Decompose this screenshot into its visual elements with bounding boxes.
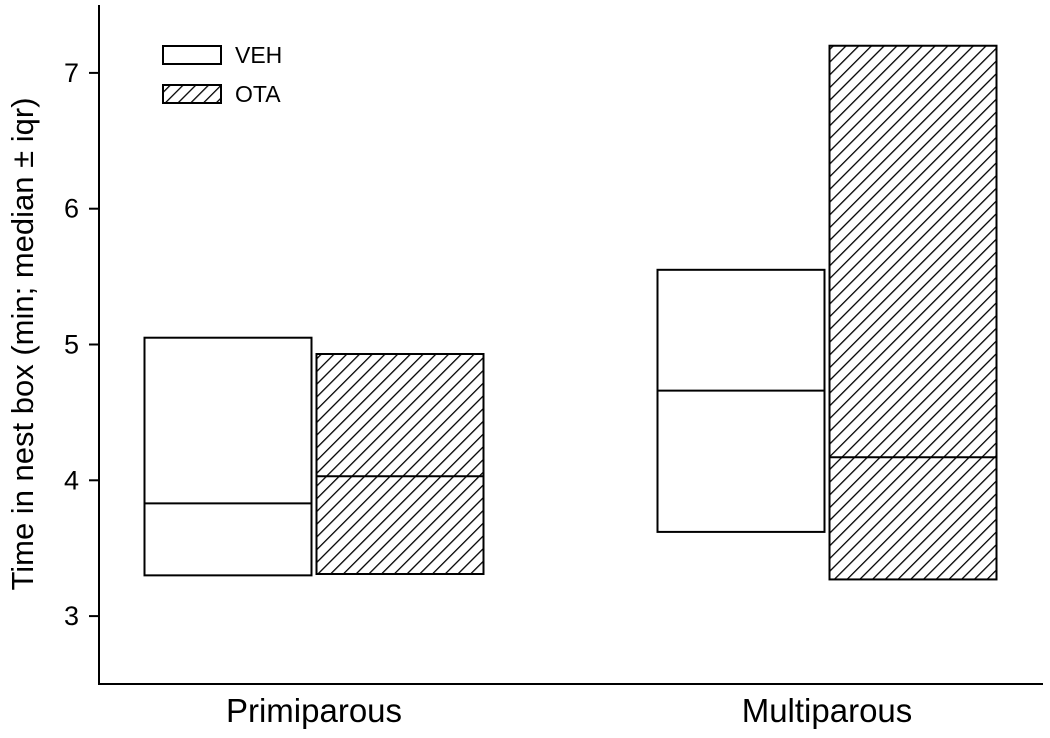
y-ticks: 3 4 5 6 7 (64, 58, 99, 631)
boxes (143, 44, 998, 581)
box-veh-primiparous (143, 336, 313, 577)
legend-label-ota: OTA (235, 81, 281, 107)
legend: VEH OTA (162, 42, 282, 107)
x-category-label: Multiparous (742, 692, 913, 729)
y-tick-label: 5 (64, 330, 79, 360)
box-ota-multiparous (828, 44, 998, 581)
box-veh-multiparous (656, 268, 826, 533)
legend-label-veh: VEH (235, 42, 282, 68)
category-labels: Primiparous Multiparous (226, 692, 912, 729)
y-tick-label: 3 (64, 601, 79, 631)
y-tick-label: 4 (64, 465, 79, 495)
legend-swatch-ota (162, 84, 222, 104)
y-tick-label: 6 (64, 194, 79, 224)
x-category-label: Primiparous (226, 692, 402, 729)
y-tick-label: 7 (64, 58, 79, 88)
box-ota-primiparous (315, 353, 485, 576)
y-axis-title: Time in nest box (min; median ± iqr) (5, 97, 40, 590)
legend-swatch-veh (162, 45, 222, 65)
